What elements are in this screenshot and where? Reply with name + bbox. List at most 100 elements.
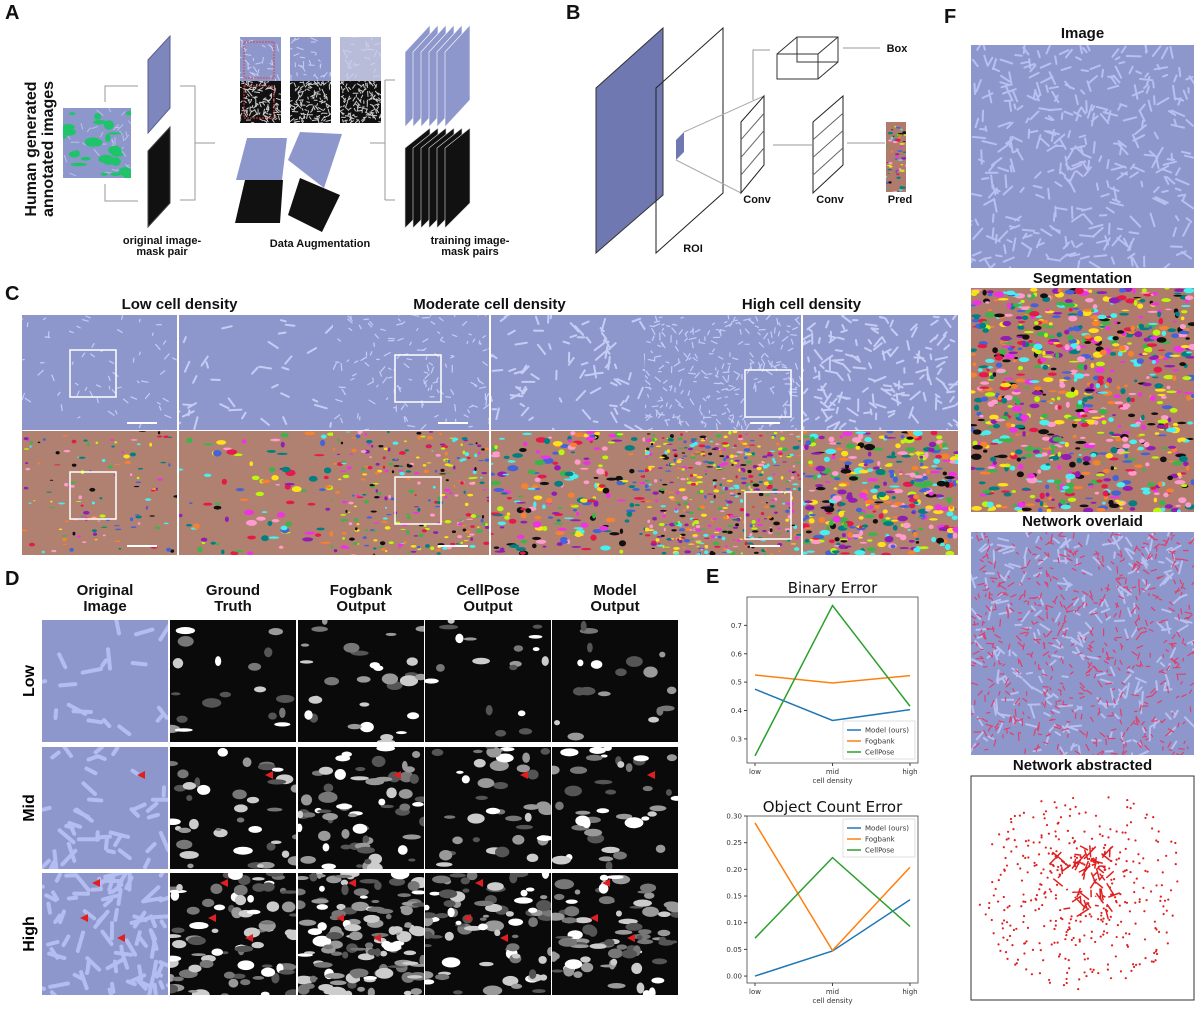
d-col-ground-truth: Ground Truth bbox=[205, 582, 261, 615]
cell-blob bbox=[325, 972, 345, 979]
cell-blob bbox=[439, 849, 453, 861]
cell-blob bbox=[407, 880, 420, 891]
cell-blob bbox=[587, 499, 596, 503]
cell-blob bbox=[426, 436, 434, 440]
cell-blob bbox=[1145, 445, 1156, 451]
cell-blob bbox=[1112, 474, 1119, 482]
cell-blob bbox=[261, 967, 276, 977]
cell-blob bbox=[1018, 357, 1030, 363]
cell-blob bbox=[320, 439, 326, 447]
f-network-node bbox=[1134, 901, 1137, 904]
f-network-node bbox=[997, 943, 1000, 946]
f-network-node bbox=[1038, 841, 1041, 844]
cell-blob bbox=[918, 546, 929, 550]
f-network-node bbox=[1032, 841, 1035, 844]
cell-blob bbox=[720, 510, 725, 513]
cell-blob bbox=[1025, 453, 1034, 458]
cell-blob bbox=[374, 881, 382, 891]
cell-blob bbox=[1066, 503, 1070, 506]
f-network-node bbox=[1023, 952, 1026, 955]
cell-blob bbox=[839, 457, 848, 461]
cell-blob bbox=[971, 506, 982, 511]
cell-blob bbox=[714, 536, 718, 539]
cell-blob bbox=[769, 505, 776, 508]
cell-blob bbox=[841, 450, 849, 457]
cell-blob bbox=[84, 137, 101, 147]
cell-blob bbox=[664, 546, 670, 548]
cell-blob bbox=[1185, 465, 1190, 471]
f-network-node bbox=[1057, 865, 1060, 869]
f-network-node bbox=[1005, 838, 1008, 841]
cell-blob bbox=[405, 470, 412, 473]
cell-blob bbox=[681, 468, 685, 471]
cell-blob bbox=[1112, 414, 1116, 417]
cell-blob bbox=[677, 538, 680, 541]
cell-blob bbox=[537, 474, 547, 479]
cell-blob bbox=[1092, 460, 1101, 466]
cell-blob bbox=[780, 436, 785, 441]
cell-blob bbox=[848, 476, 859, 481]
cell-blob bbox=[29, 445, 32, 448]
cell-blob bbox=[378, 546, 384, 549]
cell-blob bbox=[408, 489, 415, 493]
f-network-node bbox=[1010, 821, 1013, 824]
cell-blob bbox=[1009, 426, 1018, 433]
cell-blob bbox=[993, 291, 1005, 298]
cell-blob bbox=[1057, 451, 1062, 457]
cell-blob bbox=[1125, 298, 1136, 304]
a-bracket-2 bbox=[370, 79, 395, 201]
cell-blob bbox=[493, 546, 500, 550]
cell-blob bbox=[1017, 320, 1026, 323]
cell-blob bbox=[908, 503, 916, 509]
cell-blob bbox=[1148, 326, 1153, 330]
cell-blob bbox=[298, 876, 309, 881]
cell-blob bbox=[752, 483, 760, 487]
f-network-node bbox=[1090, 930, 1093, 933]
f-network-node bbox=[1053, 801, 1056, 804]
cell-blob bbox=[951, 515, 958, 521]
cell-blob bbox=[1138, 323, 1145, 329]
cell-blob bbox=[1003, 492, 1012, 497]
cell-blob bbox=[391, 470, 395, 474]
cell-blob bbox=[405, 513, 411, 515]
cell-blob bbox=[848, 455, 858, 459]
c-mask-2 bbox=[645, 431, 801, 555]
cell-blob bbox=[447, 907, 455, 918]
cell-blob bbox=[191, 953, 206, 957]
cell-blob bbox=[1033, 325, 1042, 331]
cell-blob bbox=[575, 810, 591, 815]
cell-blob bbox=[552, 461, 559, 465]
cell-blob bbox=[1061, 453, 1072, 461]
cell-blob bbox=[304, 710, 313, 720]
cell-blob bbox=[689, 443, 696, 448]
cell-blob bbox=[972, 362, 977, 367]
f-network-node bbox=[1031, 948, 1035, 951]
cell-blob bbox=[803, 541, 812, 544]
cell-blob bbox=[540, 455, 551, 459]
cell-blob bbox=[721, 536, 726, 541]
cell-blob bbox=[645, 500, 651, 503]
f-network-node bbox=[1022, 893, 1025, 896]
cell-blob bbox=[1168, 445, 1177, 449]
cell-blob bbox=[935, 454, 942, 459]
f-network-node bbox=[1068, 967, 1071, 970]
cell-blob bbox=[607, 983, 626, 989]
cell-blob bbox=[319, 488, 326, 492]
cell-blob bbox=[988, 486, 1000, 491]
f-network-node bbox=[1022, 900, 1025, 903]
f-network-node bbox=[1128, 932, 1131, 936]
d-output-0-4-bg bbox=[552, 620, 678, 742]
cell-blob bbox=[525, 508, 532, 513]
a-aug-mask-2 bbox=[340, 81, 381, 123]
cell-blob bbox=[1110, 446, 1118, 454]
cell-blob bbox=[1002, 359, 1011, 363]
cell-blob bbox=[1090, 357, 1095, 361]
cell-blob bbox=[472, 837, 480, 843]
cell-blob bbox=[554, 465, 561, 471]
cell-blob bbox=[280, 890, 296, 894]
cell-blob bbox=[437, 496, 441, 501]
cell-blob bbox=[1064, 289, 1075, 295]
cell-blob bbox=[817, 474, 822, 478]
f-network-node bbox=[1025, 968, 1028, 971]
cell-blob bbox=[616, 944, 628, 950]
